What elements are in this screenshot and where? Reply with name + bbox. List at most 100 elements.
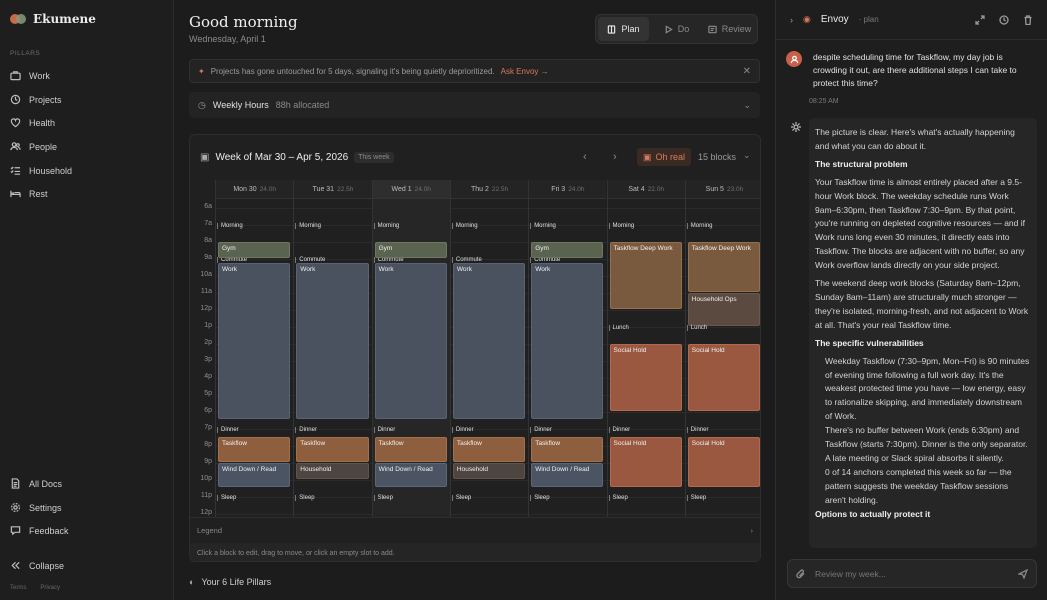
time-marker: Commute [451,256,482,263]
hour-label: 10p [200,474,212,482]
household-block[interactable]: Household [452,462,526,479]
week-title: Week of Mar 30 – Apr 5, 2026 [215,152,349,163]
day-column[interactable] [684,199,760,517]
taskflow-block[interactable]: Taskflow [374,437,447,462]
taskflow-deep-work-block[interactable]: Taskflow Deep Work [609,241,682,309]
ai-list-item: Weekday Taskflow (7:30–9pm, Mon–Fri) is … [825,355,1030,422]
calendar-header: ▣ Week of Mar 30 – Apr 5, 2026 This week [190,135,760,180]
envoy-panel: › ◉ Envoy · plan despite scheduling time… [775,0,1047,600]
day-name: Tue 31 [312,185,335,193]
tab-do[interactable]: Do [651,17,702,41]
pillars-section-label: PILLARS [10,50,41,57]
day-header[interactable]: Thu 2 22.5h [449,180,529,199]
time-marker: Sleep [686,494,706,501]
day-column[interactable] [215,199,293,517]
composer-placeholder: Review my week... [815,568,886,579]
collapse-button[interactable]: Collapse [10,560,64,571]
time-marker: Sleep [608,494,628,501]
work-block[interactable]: Work [218,262,291,419]
legend-label: Legend [197,526,223,535]
day-header[interactable]: Tue 31 22.5h [293,180,372,199]
social-hold-block[interactable]: Social Hold [609,343,682,411]
close-icon[interactable]: ✕ [742,65,751,77]
privacy-link[interactable]: Privacy [40,585,61,591]
gym-block[interactable]: Gym [374,241,447,258]
work-block[interactable]: Work [452,262,526,419]
day-name: Sun 5 [705,185,724,193]
day-header[interactable]: Fri 3 24.0h [528,180,607,199]
day-name: Fri 3 [551,185,566,193]
day-column[interactable] [449,199,528,517]
alert-banner: ✦ Projects has gone untouched for 5 days… [189,59,760,83]
day-column[interactable] [293,199,371,517]
sidebar-item-projects[interactable]: Projects [10,94,62,105]
sidebar-item-label: Health [29,117,56,128]
tab-plan[interactable]: Plan [598,17,649,41]
time-marker: Dinner [295,426,317,433]
household-block[interactable]: Household [296,462,369,479]
work-block[interactable]: Work [296,262,369,419]
app-name: Ekumene [33,12,96,26]
life-pillars-section[interactable]: ◐ Your 6 Life Pillars [189,577,271,587]
legend-row[interactable]: Legend › [190,517,760,543]
feedback-link[interactable]: Feedback [10,525,69,536]
day-header[interactable]: Mon 30 24.0h [215,180,294,199]
work-block[interactable]: Work [531,262,604,419]
weekly-hours-bar[interactable]: ◷ Weekly Hours 88h allocated ⌄ [189,92,760,118]
send-icon[interactable] [1018,568,1028,579]
weekly-hours-allocated: 88h allocated [275,100,330,110]
household-ops-block[interactable]: Household Ops [687,292,760,326]
gym-block[interactable]: Gym [531,241,604,258]
sparkle-icon [790,121,802,133]
user-icon [790,55,798,63]
tab-review[interactable]: Review [704,17,755,41]
day-name: Thu 2 [470,185,489,193]
wind-down-block[interactable]: Wind Down / Read [218,462,291,487]
settings-link[interactable]: Settings [10,502,62,513]
oh-real-toggle[interactable]: ▣ Oh real [637,148,692,166]
chevron-right-icon[interactable]: › [790,14,793,25]
day-header[interactable]: Sun 5 23.0h [684,180,760,199]
social-hold-block[interactable]: Social Hold [687,437,760,487]
message-composer[interactable]: Review my week... [787,559,1037,588]
expand-icon[interactable] [975,14,985,25]
gym-block[interactable]: Gym [218,241,291,258]
envoy-icon: ◉ [803,14,811,24]
oh-real-label: Oh real [655,152,686,162]
wind-down-block[interactable]: Wind Down / Read [531,462,604,487]
time-marker: Commute [295,256,325,263]
sidebar-item-people[interactable]: People [10,141,57,152]
time-marker: Lunch [608,324,629,331]
next-week-button[interactable]: › [613,151,617,163]
trash-icon[interactable] [1023,14,1033,25]
taskflow-block[interactable]: Taskflow [296,437,369,462]
calendar-hint: Click a block to edit, drag to move, or … [190,543,760,561]
brand[interactable]: Ekumene [10,12,96,26]
hour-label: 11a [200,287,212,295]
taskflow-block[interactable]: Taskflow [218,437,291,462]
ask-envoy-link[interactable]: Ask Envoy → [500,66,549,76]
social-hold-block[interactable]: Social Hold [609,437,682,487]
social-hold-block[interactable]: Social Hold [687,343,760,411]
day-column[interactable] [528,199,606,517]
all-docs-link[interactable]: All Docs [10,478,62,489]
terms-link[interactable]: Terms [10,585,27,591]
chevron-down-icon[interactable]: ⌄ [743,150,751,160]
wind-down-block[interactable]: Wind Down / Read [374,462,447,487]
prev-week-button[interactable]: ‹ [583,151,587,163]
hour-label: 5p [204,389,212,397]
day-column[interactable] [606,199,685,517]
sidebar-item-household[interactable]: Household [10,165,72,176]
day-header[interactable]: Wed 1 24.0h [371,180,450,199]
taskflow-block[interactable]: Taskflow [531,437,604,462]
history-icon[interactable] [999,14,1009,25]
sidebar-item-work[interactable]: Work [10,70,50,81]
work-block[interactable]: Work [374,262,447,419]
attach-icon[interactable] [796,568,806,579]
sidebar-item-health[interactable]: Health [10,117,55,128]
sidebar-item-rest[interactable]: Rest [10,188,48,199]
taskflow-block[interactable]: Taskflow [452,437,526,462]
day-header[interactable]: Sat 4 22.0h [606,180,685,199]
hour-label: 8p [204,440,212,448]
taskflow-deep-work-block[interactable]: Taskflow Deep Work [687,241,760,292]
